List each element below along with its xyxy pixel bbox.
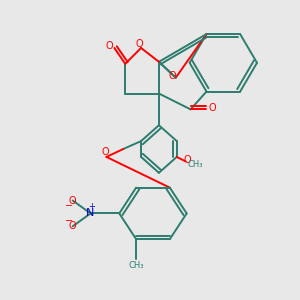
Text: −: − [65,216,73,226]
Text: −: − [65,201,73,211]
Text: +: + [88,202,95,211]
Text: O: O [101,148,109,158]
Text: N: N [86,208,95,218]
Text: CH₃: CH₃ [128,261,144,270]
Text: O: O [69,196,76,206]
Text: CH₃: CH₃ [188,160,203,169]
Text: O: O [105,41,113,52]
Text: O: O [208,103,216,113]
Text: O: O [69,221,76,231]
Text: O: O [183,155,191,165]
Text: O: O [168,71,176,81]
Text: O: O [136,39,143,50]
